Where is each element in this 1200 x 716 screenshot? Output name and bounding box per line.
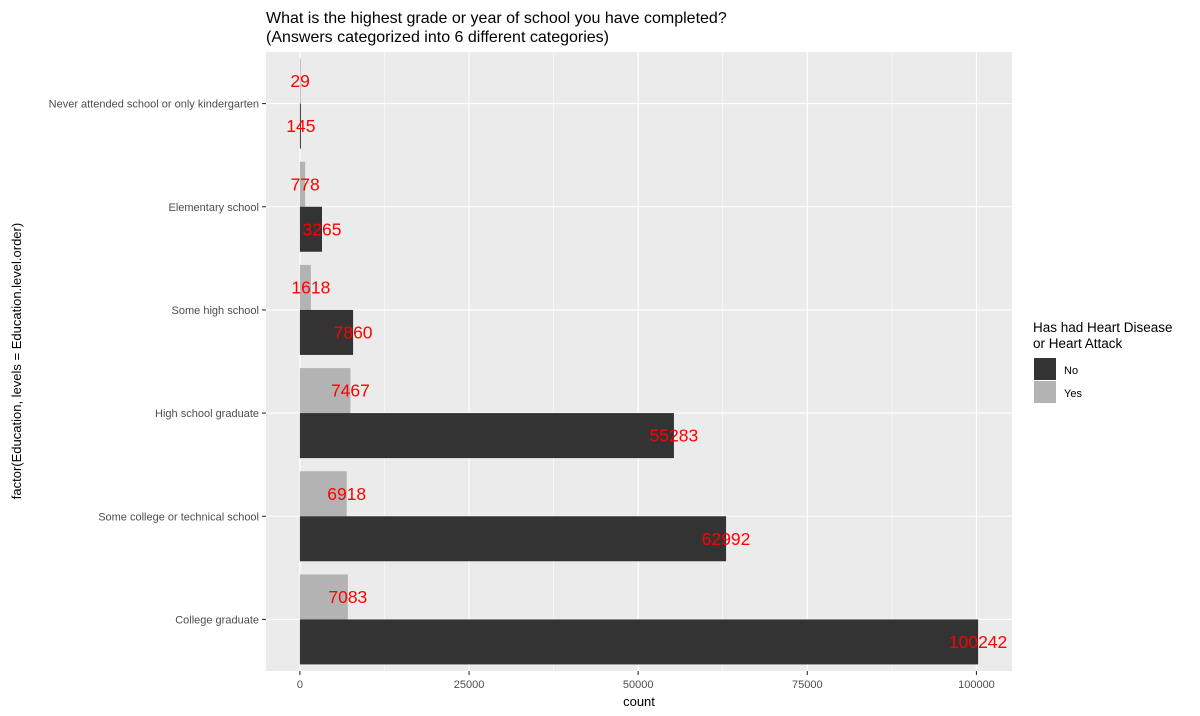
data-label-yes-high-school-graduate: 7467 [331, 381, 370, 401]
legend-key-yes [1034, 381, 1056, 403]
plot-panel [266, 52, 1012, 671]
chart-title-line-1: What is the highest grade or year of sch… [266, 10, 727, 27]
data-label-no-college-graduate: 100242 [949, 632, 1007, 652]
x-tick-label: 0 [297, 679, 303, 691]
y-tick-label: Elementary school [169, 202, 260, 214]
data-label-yes-college-graduate: 7083 [328, 587, 367, 607]
data-label-yes-elementary-school: 778 [291, 174, 320, 194]
data-label-yes-some-high-school: 1618 [291, 277, 330, 297]
bar-yes-never-attended-school-or-only-kindergarten [299, 58, 301, 104]
legend-title-line-1: Has had Heart Disease [1033, 320, 1173, 335]
legend-key-no [1034, 358, 1056, 380]
y-axis-title: factor(Education, levels = Education.lev… [9, 223, 24, 499]
x-tick-label: 25000 [454, 679, 485, 691]
data-label-yes-some-college-or-technical-school: 6918 [327, 484, 366, 504]
bar-yes-some-college-or-technical-school [299, 471, 347, 517]
data-label-no-high-school-graduate: 55283 [650, 426, 699, 446]
bar-yes-college-graduate [299, 574, 348, 620]
x-tick-label: 50000 [623, 679, 654, 691]
x-axis: 0 25000 50000 75000 100000 [297, 671, 995, 691]
x-tick-label: 100000 [958, 679, 995, 691]
legend-label-no: No [1064, 365, 1078, 377]
y-tick-label: College graduate [175, 614, 259, 626]
bar-no-some-high-school [299, 309, 354, 355]
data-label-no-never-attended-school-or-only-kindergarten: 145 [286, 116, 315, 136]
y-tick-label: Never attended school or only kindergart… [49, 99, 259, 111]
x-tick-label: 75000 [792, 679, 823, 691]
data-labels: 29 145 778 3265 1618 7860 7467 55283 6918 62992 70… [286, 71, 1007, 652]
bar-no-high-school-graduate [299, 413, 674, 459]
chart-title-line-2: (Answers categorized into 6 different ca… [266, 29, 609, 46]
bar-no-college-graduate [299, 619, 979, 665]
x-axis-title: count [623, 694, 655, 709]
data-label-no-some-high-school: 7860 [334, 322, 373, 342]
bar-yes-high-school-graduate [299, 368, 351, 414]
legend-title-line-2: or Heart Attack [1033, 336, 1123, 351]
bar-no-some-college-or-technical-school [299, 516, 727, 562]
legend-label-yes: Yes [1064, 388, 1082, 400]
bar-yes-elementary-school [299, 161, 306, 207]
bar-yes-some-high-school [299, 264, 311, 310]
legend: Has had Heart Disease or Heart Attack No… [1033, 320, 1173, 403]
data-label-yes-never-attended-school-or-only-kindergarten: 29 [290, 71, 309, 91]
y-axis: Never attended school or only kindergart… [49, 99, 266, 626]
y-tick-label: High school graduate [155, 408, 259, 420]
bar-no-never-attended-school-or-only-kindergarten [299, 103, 301, 149]
y-tick-label: Some college or technical school [98, 511, 259, 523]
bar-no-elementary-school [299, 206, 322, 252]
data-label-no-some-college-or-technical-school: 62992 [702, 529, 751, 549]
chart-title: What is the highest grade or year of sch… [266, 10, 727, 46]
data-label-no-elementary-school: 3265 [303, 219, 342, 239]
y-tick-label: Some high school [172, 305, 259, 317]
bars [299, 58, 979, 665]
